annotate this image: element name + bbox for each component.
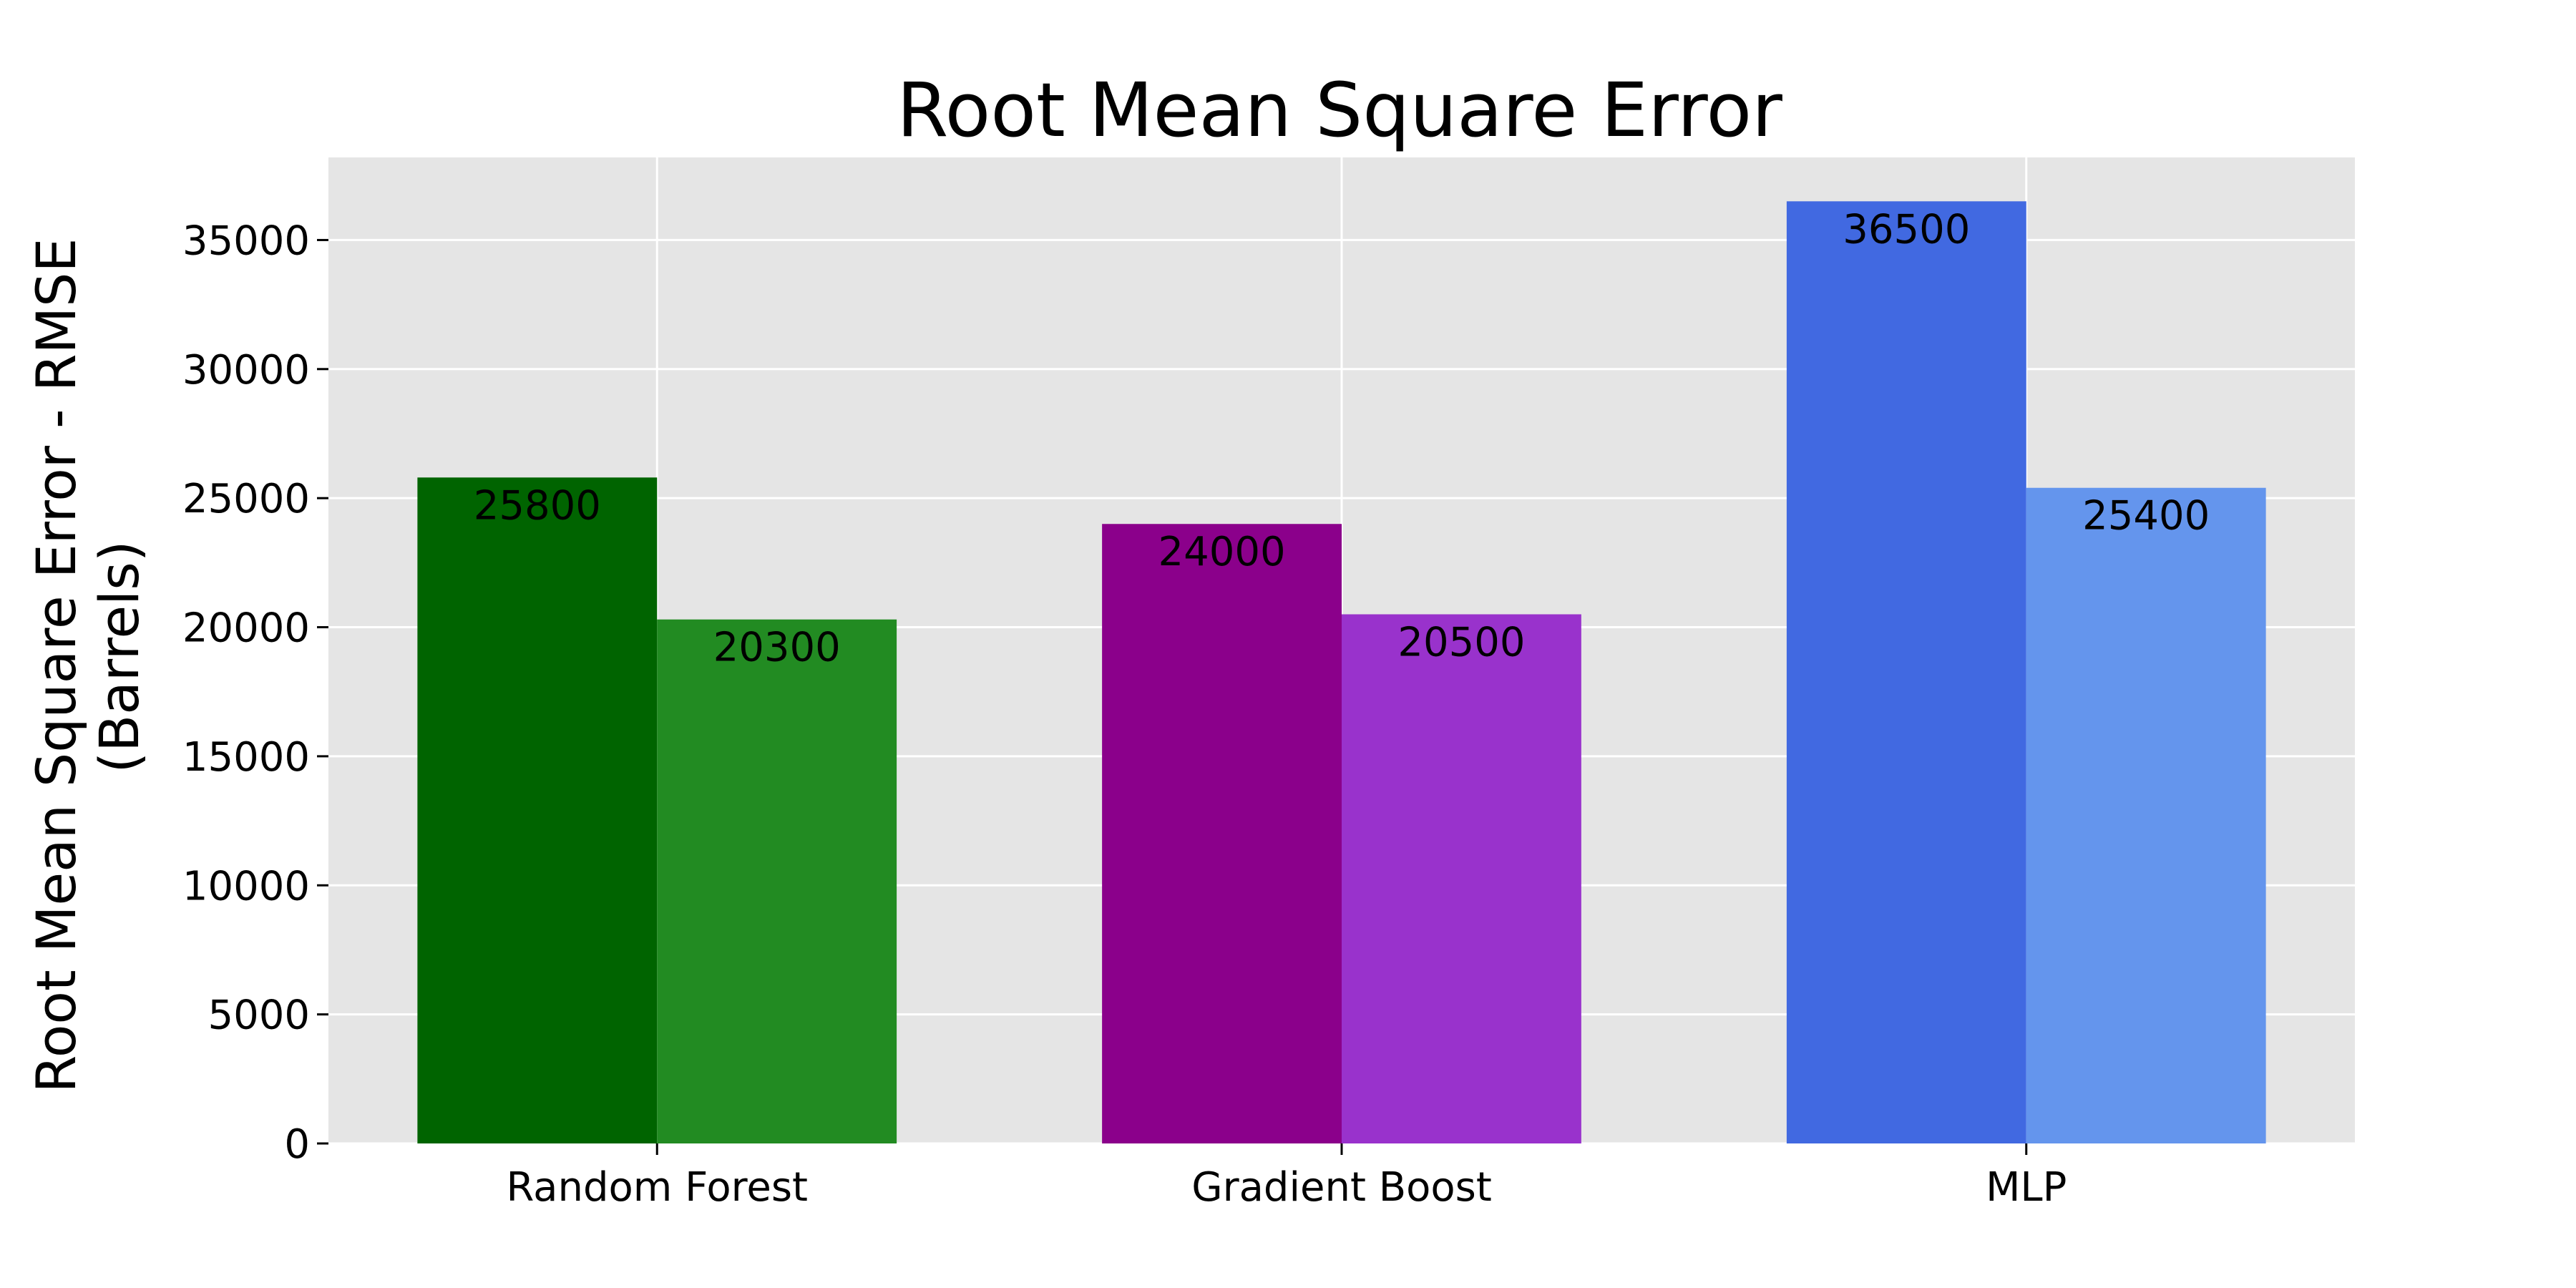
y-tick-label: 35000 xyxy=(182,218,310,264)
y-tick-label: 15000 xyxy=(182,734,310,781)
bar-value-label: 24000 xyxy=(1158,529,1285,575)
bar xyxy=(417,477,658,1143)
y-axis-label-line-1: Root Mean Square Error - RMSE xyxy=(24,238,88,1093)
bar xyxy=(1102,524,1342,1143)
y-tick-label: 30000 xyxy=(182,347,310,394)
bar-value-label: 25400 xyxy=(2082,493,2210,540)
y-tick-label: 10000 xyxy=(182,863,310,909)
bar-value-label: 25800 xyxy=(474,482,601,529)
bar xyxy=(1786,201,2026,1144)
chart-title: Root Mean Square Error xyxy=(897,67,1782,154)
y-axis-label: Root Mean Square Error - RMSE (Barrels) xyxy=(24,220,151,1093)
bar xyxy=(2026,487,2266,1143)
bar-value-label: 36500 xyxy=(1843,206,1970,253)
y-tick-label: 25000 xyxy=(182,476,310,522)
y-axis-label-line-2: (Barrels) xyxy=(87,541,151,774)
x-tick-label: Random Forest xyxy=(506,1164,808,1211)
plot-area: 25800 20300 24000 20500 36500 25400 0 5000 10000… xyxy=(182,157,2355,1211)
bar-value-label: 20500 xyxy=(1397,619,1525,665)
y-tick-label: 5000 xyxy=(208,992,310,1039)
bar xyxy=(657,619,897,1143)
x-tick-label: MLP xyxy=(1986,1164,2067,1211)
y-tick-label: 20000 xyxy=(182,605,310,652)
bar-value-label: 20300 xyxy=(713,625,841,671)
y-tick-label: 0 xyxy=(284,1121,310,1168)
bar xyxy=(1342,614,1581,1143)
x-tick-label: Gradient Boost xyxy=(1191,1164,1492,1211)
